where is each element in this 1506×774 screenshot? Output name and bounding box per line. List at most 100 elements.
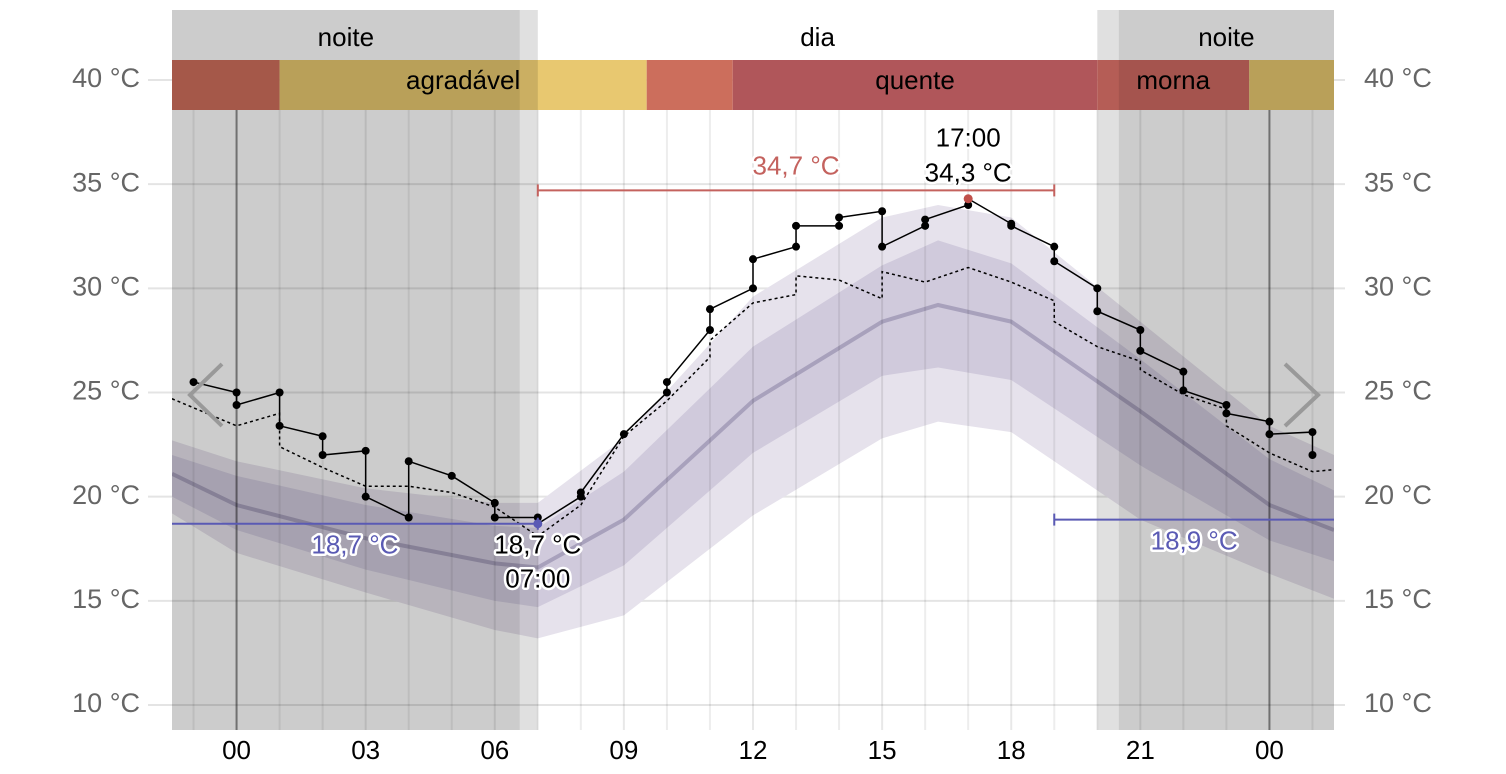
next-arrow[interactable]: [1283, 362, 1321, 428]
plot-area: [172, 10, 1334, 730]
data-point: [1050, 242, 1059, 251]
data-point: [361, 446, 370, 455]
data-point: [318, 432, 327, 441]
data-point: [1179, 386, 1188, 395]
y-tick-label: 35 °C: [1364, 167, 1432, 197]
data-point: [1265, 417, 1274, 426]
comfort-label: agradável: [406, 65, 520, 95]
data-point: [404, 513, 413, 522]
series-line: [172, 266, 1334, 538]
data-point: [275, 388, 284, 397]
data-point: [921, 221, 930, 230]
comfort-segment: [646, 60, 733, 110]
period-shade: [519, 10, 538, 730]
y-tick-label: 25 °C: [72, 376, 140, 406]
data-point: [1222, 409, 1231, 418]
data-point: [232, 401, 241, 409]
extreme-point: [533, 519, 543, 529]
data-point: [533, 513, 542, 522]
summary-label: 18,7 °C: [311, 530, 398, 560]
data-point: [189, 378, 198, 387]
data-point: [361, 492, 370, 501]
x-tick-label: 00: [222, 735, 251, 765]
period-shade: [538, 10, 1097, 730]
data-point: [1136, 326, 1145, 334]
y-tick-label: 20 °C: [1364, 480, 1432, 510]
data-point: [447, 471, 456, 480]
comfort-label: morna: [1136, 65, 1210, 95]
labels: 10 °C 10 °C 15 °C 15 °C 20 °C 20 °C 25 °C 25 °C…: [72, 22, 1432, 765]
data-point: [792, 242, 801, 251]
data-point: [490, 513, 499, 522]
data-point: [705, 326, 714, 334]
extreme-label: 34,3 °C: [925, 158, 1012, 188]
comfort-segment: [732, 60, 1098, 110]
inner-band: [172, 240, 1334, 608]
extreme-point: [963, 194, 973, 204]
data-point: [964, 201, 973, 209]
y-tick-label: 20 °C: [72, 480, 140, 510]
y-tick-label: 30 °C: [72, 271, 140, 301]
summary-label: 18,9 °C: [1151, 525, 1238, 555]
data-point: [404, 457, 413, 466]
data-point: [619, 430, 628, 439]
data-point: [1265, 430, 1274, 439]
data-point: [1136, 346, 1145, 355]
comfort-segment: [1249, 60, 1334, 110]
y-tick-label: 10 °C: [1364, 688, 1432, 718]
data-point: [1093, 284, 1102, 293]
y-tick-label: 40 °C: [1364, 63, 1432, 93]
data-point: [1179, 367, 1188, 376]
x-tick-label: 00: [1255, 735, 1284, 765]
data-point: [662, 378, 671, 387]
data-point: [921, 215, 930, 224]
data-point: [835, 221, 844, 230]
y-tick-label: 15 °C: [1364, 584, 1432, 614]
data-point: [749, 284, 757, 293]
data-point: [792, 221, 801, 230]
data-point: [835, 213, 844, 222]
y-tick-label: 15 °C: [72, 584, 140, 614]
x-tick-label: 09: [609, 735, 638, 765]
y-tick-label: 10 °C: [72, 688, 140, 718]
extreme-label: 18,7 °C: [494, 530, 581, 560]
x-tick-label: 06: [480, 735, 509, 765]
data-point: [705, 305, 714, 314]
previous-arrow[interactable]: [187, 362, 224, 428]
data-point: [318, 451, 327, 459]
data-point: [1308, 451, 1317, 459]
y-tick-label: 40 °C: [72, 63, 140, 93]
x-tick-label: 03: [351, 735, 380, 765]
summary-label: 34,7 °C: [753, 150, 840, 180]
data-point: [1050, 257, 1059, 266]
comfort-label: quente: [875, 65, 955, 95]
data-point: [662, 388, 671, 397]
x-tick-label: 18: [997, 735, 1026, 765]
data-point: [1222, 401, 1231, 409]
period-label: noite: [1198, 22, 1254, 52]
mean-line: [172, 302, 1334, 570]
comfort-segment: [1097, 60, 1250, 110]
comfort-segment: [279, 60, 647, 110]
y-tick-label: 25 °C: [1364, 376, 1432, 406]
extreme-time: 17:00: [936, 123, 1001, 153]
data-point: [232, 388, 241, 397]
x-tick-label: 21: [1126, 735, 1155, 765]
y-tick-label: 30 °C: [1364, 271, 1432, 301]
period-shade: [1118, 10, 1334, 730]
data-point: [490, 498, 499, 507]
period-label: dia: [800, 22, 835, 52]
period-label: noite: [318, 22, 374, 52]
extreme-time: 07:00: [505, 564, 570, 594]
data-point: [878, 207, 887, 216]
data-point: [1007, 221, 1016, 230]
period-shade: [1097, 10, 1119, 730]
comfort-segment: [172, 60, 280, 110]
x-tick-label: 15: [868, 735, 897, 765]
data-point: [1308, 428, 1317, 437]
data-point: [749, 255, 757, 264]
data-point: [1093, 307, 1102, 316]
data-point: [878, 242, 887, 251]
x-tick-label: 12: [739, 735, 768, 765]
